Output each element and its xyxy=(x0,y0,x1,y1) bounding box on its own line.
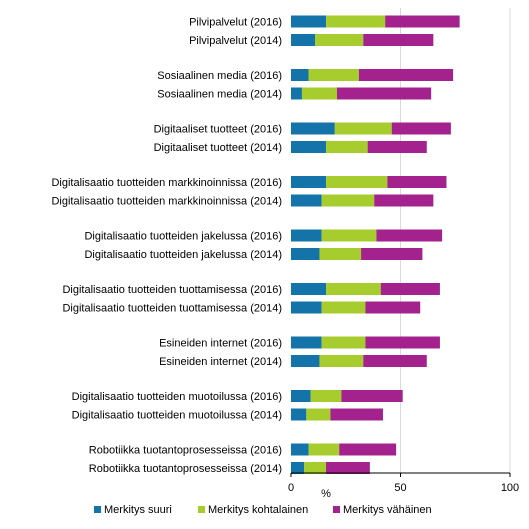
bar-segment xyxy=(321,336,366,349)
category-label: Digitalisaatio tuotteiden muotoilussa (2… xyxy=(72,391,282,403)
category-label: Sosiaalinen media (2016) xyxy=(157,70,282,82)
bar-segment xyxy=(291,122,335,135)
bar-segment xyxy=(306,408,331,421)
bar-segment xyxy=(291,355,320,367)
bar-segment xyxy=(385,15,460,28)
bar-segment xyxy=(319,248,362,260)
x-tick-label: 50 xyxy=(394,482,406,494)
bar-segment xyxy=(308,69,359,81)
bar-segment xyxy=(291,443,309,456)
legend-swatch xyxy=(94,506,101,513)
bar-segment xyxy=(334,122,392,135)
bar-segment xyxy=(374,194,434,207)
category-label: Esineiden internet (2014) xyxy=(159,356,282,368)
x-axis-title: % xyxy=(321,488,331,500)
bar-segment xyxy=(363,34,434,46)
bar-segment xyxy=(308,443,340,456)
category-labels: Pilvipalvelut (2016) Pilvipalvelut (2014)… xyxy=(51,17,282,476)
bar-segment xyxy=(291,462,305,474)
bar-segment xyxy=(380,283,440,295)
bar-segment xyxy=(376,229,443,242)
bar-segment xyxy=(326,176,388,188)
bar-segment xyxy=(291,283,327,295)
bar-segment xyxy=(336,87,432,100)
bar-segment xyxy=(339,443,397,456)
category-label: Digitalisaatio tuotteiden muotoilussa (2… xyxy=(72,410,282,422)
category-label: Sosiaalinen media (2014) xyxy=(157,89,282,101)
category-label: Robotiikka tuotantoprosesseissa (2016) xyxy=(89,445,282,457)
legend-swatch xyxy=(198,506,205,513)
legend-label: Merkitys kohtalainen xyxy=(208,504,308,516)
bar-segment xyxy=(341,390,403,402)
category-label: Digitalisaatio tuotteiden jakelussa (201… xyxy=(84,231,282,243)
bar-segment xyxy=(291,408,307,421)
category-label: Robotiikka tuotantoprosesseissa (2014) xyxy=(89,463,282,475)
legend-label: Merkitys vähäinen xyxy=(343,504,432,516)
bar-segment xyxy=(291,336,322,349)
bar-segment xyxy=(315,34,364,46)
bar-segment xyxy=(291,194,322,207)
bar-segment xyxy=(358,69,454,81)
bar-segment xyxy=(321,229,377,242)
bar-segment xyxy=(291,15,327,28)
category-label: Digitalisaatio tuotteiden tuottamisessa … xyxy=(62,284,282,296)
bar-segment xyxy=(326,141,368,153)
bar-segment xyxy=(319,355,364,367)
bar-segment xyxy=(321,301,366,314)
category-label: Pilvipalvelut (2014) xyxy=(189,35,282,47)
bar-segment xyxy=(367,141,427,153)
legend-swatch xyxy=(333,506,340,513)
bar-segment xyxy=(291,87,302,100)
legend: Merkitys suuri Merkitys kohtalainen Merkit… xyxy=(94,504,432,516)
category-label: Digitalisaatio tuotteiden markkinoinniss… xyxy=(51,196,282,208)
category-label: Esineiden internet (2016) xyxy=(159,338,282,350)
category-label: Digitalisaatio tuotteiden markkinoinniss… xyxy=(51,177,282,189)
bar-segment xyxy=(291,390,311,402)
category-label: Digitaaliset tuotteet (2014) xyxy=(154,142,282,154)
bar-segment xyxy=(365,336,440,349)
bar-segment xyxy=(365,301,421,314)
x-tick-label: 100 xyxy=(501,482,519,494)
bar-segment xyxy=(310,390,342,402)
bar-segment xyxy=(326,283,381,295)
bar-segment xyxy=(304,462,327,474)
bar-segment xyxy=(391,122,451,135)
bar-segment xyxy=(326,462,370,474)
bar-segment xyxy=(291,301,322,314)
bar-segment xyxy=(361,248,423,260)
x-axis: 0 50 100 xyxy=(288,472,519,494)
bar-segment xyxy=(330,408,383,421)
bars xyxy=(291,15,460,474)
bar-segment xyxy=(291,69,309,81)
bar-segment xyxy=(363,355,427,367)
category-label: Digitalisaatio tuotteiden tuottamisessa … xyxy=(62,303,282,315)
category-label: Pilvipalvelut (2016) xyxy=(189,17,282,29)
bar-segment xyxy=(321,194,375,207)
category-label: Digitalisaatio tuotteiden jakelussa (201… xyxy=(84,249,282,261)
bar-segment xyxy=(301,87,337,100)
x-tick-label: 0 xyxy=(288,482,294,494)
category-label: Digitaaliset tuotteet (2016) xyxy=(154,124,282,136)
bar-segment xyxy=(291,229,322,242)
bar-segment xyxy=(291,248,320,260)
bar-segment xyxy=(291,34,316,46)
legend-label: Merkitys suuri xyxy=(104,504,172,516)
bar-segment xyxy=(326,15,386,28)
bar-segment xyxy=(291,176,327,188)
bar-segment xyxy=(387,176,447,188)
bar-segment xyxy=(291,141,327,153)
